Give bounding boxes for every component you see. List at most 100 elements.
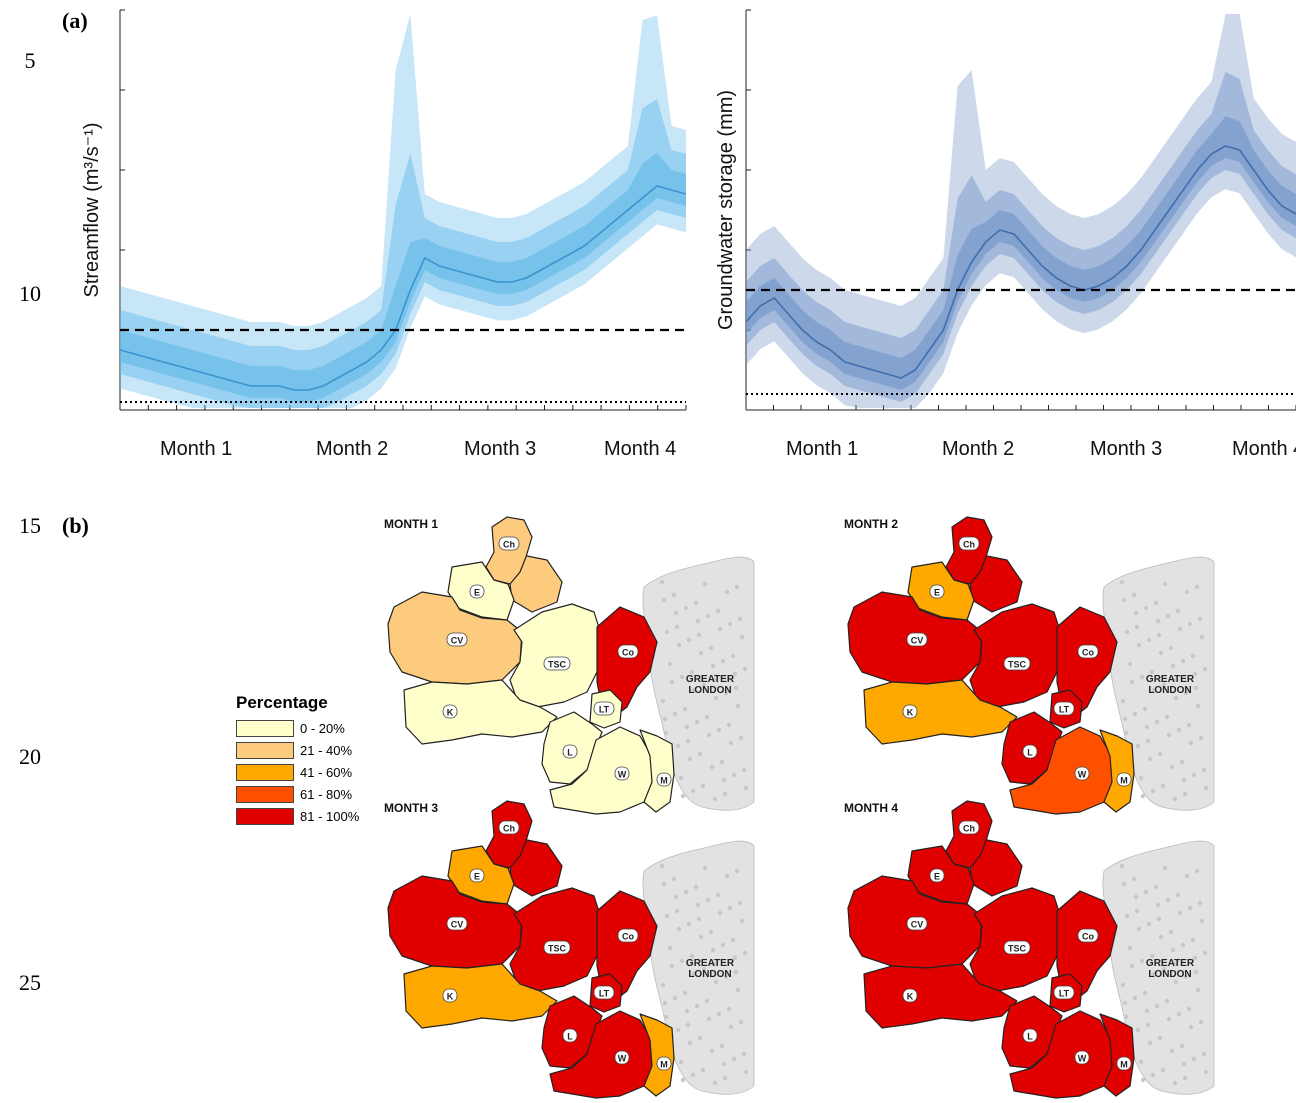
urban-texture <box>679 674 685 680</box>
urban-texture <box>734 868 740 874</box>
urban-texture <box>720 658 726 664</box>
region-m <box>639 1013 675 1097</box>
greater-london-label: GREATER <box>1146 958 1195 969</box>
region-tsc <box>969 603 1063 708</box>
urban-texture <box>1170 947 1176 953</box>
urban-texture <box>1190 937 1196 943</box>
map-title: MONTH 1 <box>384 517 438 531</box>
urban-texture <box>1188 740 1194 746</box>
region-label-co: Co <box>1082 648 1094 658</box>
urban-texture <box>691 687 697 693</box>
urban-texture <box>711 677 717 683</box>
urban-texture <box>710 663 716 669</box>
line-number-5: 5 <box>24 48 36 73</box>
region-label-box <box>656 772 672 787</box>
urban-texture <box>682 990 688 996</box>
legend-item: 41 - 60% <box>236 761 359 783</box>
urban-texture <box>674 624 680 630</box>
urban-texture <box>1197 616 1203 622</box>
urban-texture <box>685 738 691 744</box>
legend-item: 81 - 100% <box>236 805 359 827</box>
region-label-ch: Ch <box>503 824 515 834</box>
urban-texture <box>1120 698 1126 704</box>
urban-texture <box>672 995 678 1001</box>
region-label-box <box>617 928 639 943</box>
urban-texture <box>667 661 673 667</box>
region-label-box <box>1053 985 1075 1000</box>
greater-london-label: GREATER <box>686 674 735 685</box>
y-axis-label: Groundwater storage (mm) <box>715 90 737 330</box>
urban-texture <box>734 584 740 590</box>
legend-label: 61 - 80% <box>300 786 353 802</box>
region-label-box <box>469 868 485 883</box>
urban-texture <box>724 589 730 595</box>
urban-texture <box>709 1048 715 1054</box>
urban-texture <box>1187 905 1193 911</box>
region-tsc <box>509 603 603 708</box>
chart-1: Month 1 Month 2 Month 3 Month 4 Streamflow (… <box>81 9 687 460</box>
region-label-e: E <box>934 872 940 882</box>
region-label-l: L <box>1027 1032 1033 1042</box>
urban-texture <box>1195 703 1201 709</box>
region-label-k: K <box>447 992 454 1002</box>
urban-texture <box>662 1000 668 1006</box>
x-tick-label: Month 1 <box>786 438 858 460</box>
urban-texture <box>1156 916 1162 922</box>
greater-london-label: GREATER <box>686 958 735 969</box>
region-label-m: M <box>1120 1060 1128 1070</box>
uncertainty-band <box>120 152 686 402</box>
urban-texture <box>738 1019 744 1025</box>
urban-texture <box>712 796 718 802</box>
region-label-box <box>446 632 468 647</box>
urban-texture <box>737 616 743 622</box>
urban-texture <box>708 645 714 651</box>
region-label-box <box>614 766 630 781</box>
x-tick-label: Month 2 <box>316 438 388 460</box>
region-label-box <box>1053 701 1075 716</box>
urban-texture <box>726 1006 732 1012</box>
urban-texture <box>660 982 666 988</box>
region-label-k: K <box>907 992 914 1002</box>
urban-texture <box>1142 990 1148 996</box>
greater-london-label: GREATER <box>1146 674 1195 685</box>
urban-texture <box>674 908 680 914</box>
urban-texture <box>1192 671 1198 677</box>
urban-texture <box>682 706 688 712</box>
urban-texture <box>1129 963 1135 969</box>
urban-texture <box>1139 674 1145 680</box>
urban-texture <box>1168 929 1174 935</box>
urban-texture <box>1155 902 1161 908</box>
urban-texture <box>669 963 675 969</box>
urban-texture <box>731 772 737 778</box>
urban-texture <box>1183 690 1189 696</box>
urban-texture <box>1136 926 1142 932</box>
urban-texture <box>690 1072 696 1078</box>
urban-texture <box>697 751 703 757</box>
region-label-e: E <box>474 588 480 598</box>
region-label-box <box>656 1056 672 1071</box>
urban-texture <box>733 685 739 691</box>
urban-texture <box>684 724 690 730</box>
urban-texture <box>679 958 685 964</box>
chart-2: Month 1 Month 2 Month 3 Month 4 Groundwater … <box>715 9 1296 460</box>
urban-texture <box>1197 900 1203 906</box>
region-label-box <box>929 868 945 883</box>
urban-texture <box>678 1059 684 1065</box>
urban-texture <box>1138 775 1144 781</box>
greater-london-label: LONDON <box>688 969 731 980</box>
x-tick-label: Month 4 <box>1232 438 1296 460</box>
urban-texture <box>721 1061 727 1067</box>
urban-texture <box>701 682 707 688</box>
urban-texture <box>1149 953 1155 959</box>
urban-texture <box>671 592 677 598</box>
urban-texture <box>673 610 679 616</box>
urban-texture <box>1150 1072 1156 1078</box>
region-label-box <box>562 744 578 759</box>
region-label-box <box>902 988 918 1003</box>
region-label-box <box>1003 940 1031 955</box>
median-line <box>119 185 687 391</box>
region-label-box <box>1022 744 1038 759</box>
urban-texture <box>723 690 729 696</box>
urban-texture <box>1145 1022 1151 1028</box>
